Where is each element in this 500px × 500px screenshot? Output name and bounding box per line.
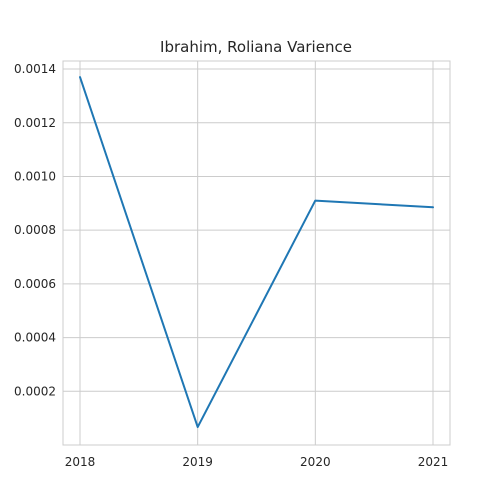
y-tick-label: 0.0002	[14, 384, 56, 398]
grid-lines	[63, 61, 450, 445]
plot-area-frame	[62, 60, 451, 446]
x-tick-label: 2020	[300, 455, 331, 469]
y-tick-label: 0.0014	[14, 62, 56, 76]
y-tick-label: 0.0012	[14, 116, 56, 130]
x-tick-label: 2021	[418, 455, 449, 469]
x-tick-label: 2018	[65, 455, 96, 469]
series-layer	[79, 76, 434, 429]
series-line	[79, 76, 434, 429]
y-tick-label: 0.0008	[14, 223, 56, 237]
y-tick-label: 0.0004	[14, 331, 56, 345]
y-tick-label: 0.0006	[14, 277, 56, 291]
x-tick-label: 2019	[182, 455, 213, 469]
x-axis-ticks: 2018 2019 2020 2021	[65, 455, 449, 469]
chart-title: Ibrahim, Roliana Varience	[160, 38, 352, 56]
y-tick-label: 0.0010	[14, 169, 56, 183]
y-axis-ticks: 0.0002 0.0004 0.0006 0.0008 0.0010 0.0012 0.00…	[14, 62, 56, 398]
